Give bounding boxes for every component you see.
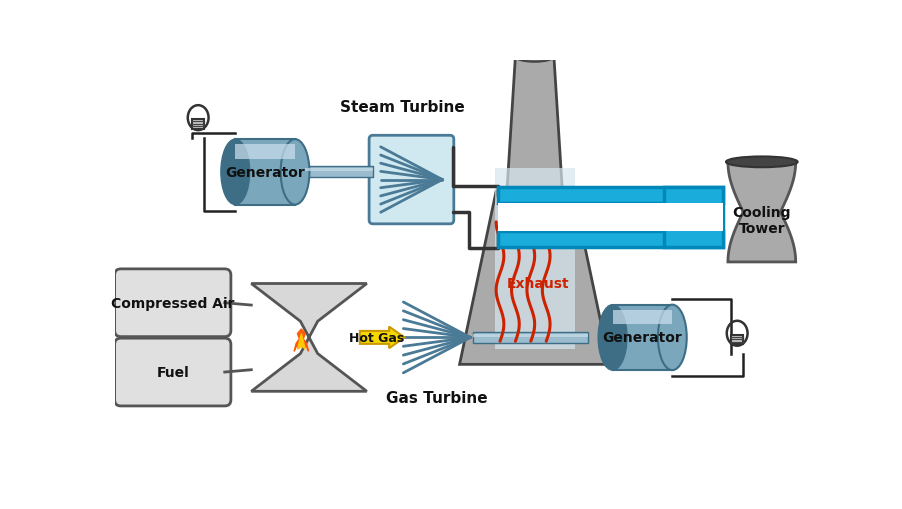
FancyBboxPatch shape — [731, 335, 743, 345]
FancyBboxPatch shape — [473, 334, 588, 337]
FancyBboxPatch shape — [612, 305, 672, 371]
Text: Cooling
Tower: Cooling Tower — [732, 206, 791, 236]
Text: Compressed Air: Compressed Air — [111, 296, 235, 310]
Text: Fuel: Fuel — [156, 365, 189, 379]
FancyBboxPatch shape — [235, 140, 295, 205]
FancyBboxPatch shape — [305, 169, 373, 172]
FancyBboxPatch shape — [499, 203, 723, 232]
Polygon shape — [298, 334, 305, 350]
FancyBboxPatch shape — [192, 120, 205, 129]
Ellipse shape — [281, 140, 309, 205]
FancyBboxPatch shape — [612, 310, 672, 325]
Text: Exhaust: Exhaust — [507, 277, 570, 291]
FancyBboxPatch shape — [499, 232, 723, 247]
FancyBboxPatch shape — [499, 188, 723, 203]
FancyBboxPatch shape — [115, 338, 231, 406]
FancyBboxPatch shape — [494, 168, 575, 349]
Ellipse shape — [598, 305, 627, 371]
FancyBboxPatch shape — [115, 269, 231, 337]
Ellipse shape — [221, 140, 250, 205]
FancyBboxPatch shape — [305, 167, 373, 178]
Text: Hot Gas: Hot Gas — [349, 331, 404, 344]
Polygon shape — [294, 329, 308, 352]
Text: Gas Turbine: Gas Turbine — [386, 390, 488, 405]
FancyBboxPatch shape — [679, 203, 708, 232]
FancyBboxPatch shape — [235, 145, 295, 159]
Text: Generator: Generator — [226, 165, 305, 180]
FancyBboxPatch shape — [473, 332, 588, 343]
Text: Generator: Generator — [603, 331, 682, 345]
Polygon shape — [252, 284, 367, 391]
FancyBboxPatch shape — [664, 188, 723, 247]
FancyBboxPatch shape — [369, 136, 454, 224]
FancyArrow shape — [360, 327, 404, 349]
Ellipse shape — [515, 52, 554, 63]
Ellipse shape — [726, 157, 797, 168]
Polygon shape — [728, 162, 796, 263]
Ellipse shape — [658, 305, 686, 371]
Polygon shape — [460, 192, 610, 364]
Polygon shape — [507, 57, 562, 192]
Text: Steam Turbine: Steam Turbine — [340, 100, 465, 115]
